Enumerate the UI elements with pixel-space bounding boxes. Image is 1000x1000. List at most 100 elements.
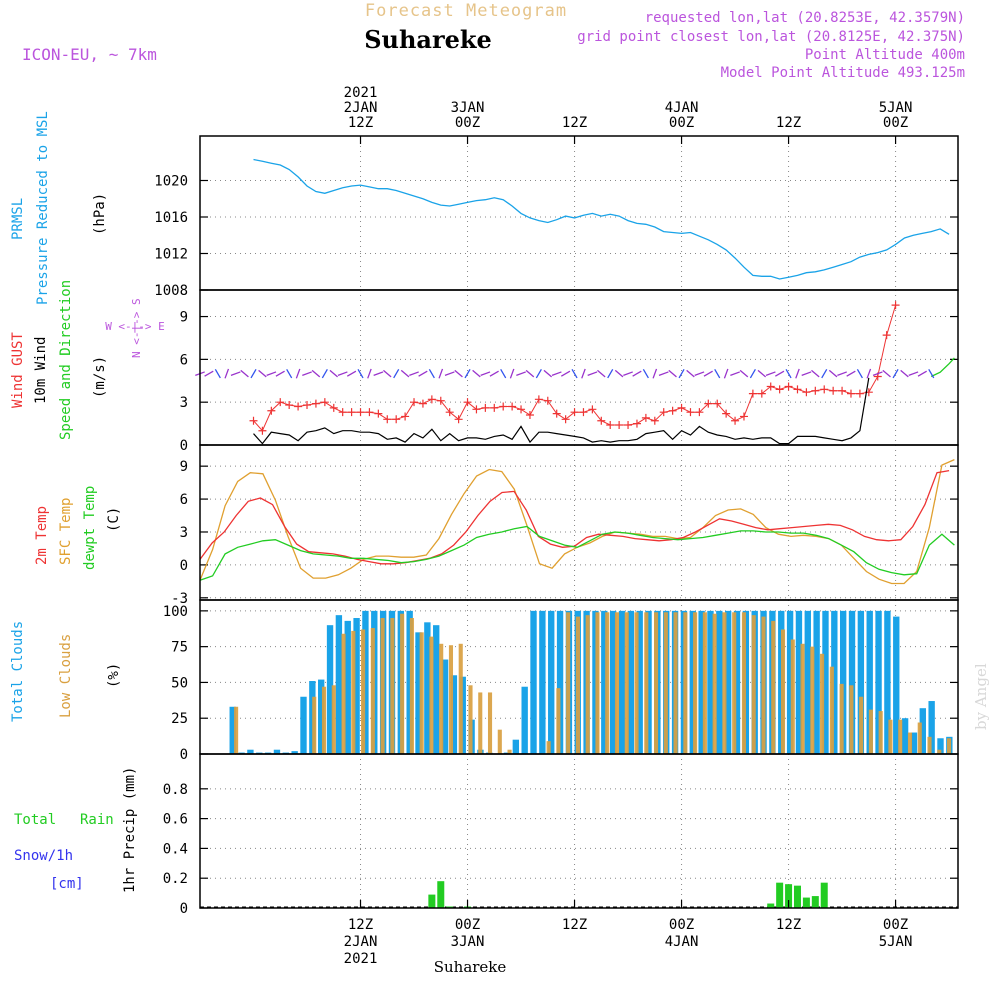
wind-arrow: [428, 368, 435, 379]
low-cloud-bar: [409, 618, 414, 754]
gust-marker: [659, 408, 668, 417]
total-cloud-bar: [450, 675, 458, 754]
gust-marker: [338, 408, 347, 417]
wind-arrow: [837, 371, 847, 376]
gust-marker: [641, 413, 650, 422]
gust-marker: [311, 399, 320, 408]
temp-labels: 2m Temp SFC Temp dewpt Temp (C): [34, 486, 122, 570]
gust-marker: [855, 389, 864, 398]
wind-arrow: [866, 368, 872, 379]
ytick-label: 6: [180, 352, 188, 368]
total-cloud-bar: [247, 749, 254, 754]
dew-label: dewpt Temp: [82, 486, 98, 570]
wind-arrow: [795, 368, 800, 379]
total-cloud-bar: [813, 610, 820, 754]
pressure-unit: (hPa): [92, 193, 108, 235]
wind-arrow: [516, 371, 526, 376]
gust-marker: [472, 405, 481, 414]
cloud-labels: Total Clouds Low Clouds (%): [10, 621, 122, 722]
low-cloud-bar: [702, 612, 707, 754]
low-cloud-bar: [487, 692, 493, 754]
low-cloud-bar: [868, 709, 873, 754]
gust-marker: [606, 421, 615, 430]
total-cloud-bar: [415, 632, 422, 754]
gust-marker: [276, 398, 285, 407]
total-cloud-bar: [530, 610, 537, 754]
total-cloud-bar: [273, 749, 281, 754]
wind-arrow: [587, 371, 598, 376]
top-time-label: 12Z: [776, 115, 801, 131]
rain-bar: [437, 881, 445, 908]
gust-marker: [597, 416, 606, 425]
wind-arrow: [623, 371, 633, 376]
low-cloud-bar: [361, 629, 366, 754]
location-title: Suhareke: [364, 25, 492, 54]
wind-arrow: [785, 368, 792, 379]
wind-arrow: [614, 369, 624, 378]
total-cloud-bar: [548, 610, 555, 754]
total-cloud-bar: [707, 610, 714, 754]
gust-marker: [508, 402, 517, 411]
total-cloud-bar: [786, 610, 794, 754]
total-cloud-bar: [866, 610, 873, 754]
total-cloud-bar: [910, 732, 918, 754]
low-cloud-bar: [937, 749, 942, 754]
wind-arrow: [900, 369, 909, 378]
ytick-label: 1008: [154, 283, 188, 299]
ytick-label: 0: [180, 747, 188, 763]
gust-marker: [499, 402, 508, 411]
panel-frame: [199, 444, 959, 601]
wind-arrow: [367, 368, 372, 379]
low-cloud-bar: [771, 620, 776, 754]
top-time-label: 2JAN: [344, 100, 378, 116]
total-cloud-bar: [406, 610, 413, 754]
rain-label: Rain: [80, 812, 114, 828]
wind-arrow: [686, 369, 695, 378]
gust-marker: [668, 406, 677, 415]
wind-arrow: [454, 369, 463, 378]
rain-bar: [776, 882, 784, 908]
top-time-label: 2021: [344, 85, 378, 101]
gust-marker: [347, 408, 356, 417]
top-time-label: 12Z: [562, 115, 587, 131]
bottom-time-label: 4JAN: [665, 934, 699, 950]
compass-ns: N <-|-> S: [130, 298, 143, 358]
wind-arrow: [892, 368, 899, 379]
gust-marker: [436, 396, 445, 405]
ytick-label: 25: [171, 711, 188, 727]
requested-coords: requested lon,lat (20.8253E, 42.3579N): [645, 10, 965, 26]
low-cloud-bar: [331, 685, 336, 754]
gust-marker: [829, 386, 838, 395]
wind-arrow: [383, 369, 392, 378]
wind-arrow: [658, 371, 669, 376]
total-cloud-bar: [733, 610, 741, 754]
wind-arrow: [723, 368, 729, 379]
total-cloud-bar: [512, 739, 520, 754]
gust-marker: [258, 426, 267, 435]
temp-unit: (C): [106, 507, 122, 532]
wind-arrow: [703, 370, 713, 377]
temp2m-line: [199, 469, 950, 565]
gust-marker: [677, 403, 686, 412]
gust-marker: [410, 398, 419, 407]
wind-arrow: [774, 370, 785, 377]
gust-marker: [365, 408, 374, 417]
low-cloud-bar: [907, 732, 913, 754]
ytick-label: 1012: [154, 247, 188, 263]
total-cloud-bar: [291, 751, 298, 754]
total-cloud-bar: [318, 679, 325, 754]
low-cloud-bar: [927, 736, 932, 754]
low-cloud-bar: [722, 612, 727, 754]
pressure-labels: PRMSL Pressure Reduced to MSL (hPa): [10, 111, 108, 305]
low-cloud-bar: [712, 613, 717, 754]
wind-unit: (m/s): [92, 356, 108, 398]
total-cloud-bar: [300, 696, 307, 754]
wind-arrow: [321, 368, 328, 379]
low-clouds-label: Low Clouds: [58, 634, 74, 718]
compass-we: W <-|-> E: [105, 320, 165, 333]
wind-arrow: [418, 370, 428, 377]
bottom-time-label: 00Z: [669, 917, 694, 933]
low-cloud-bar: [468, 685, 473, 754]
wind-arrow: [489, 370, 499, 377]
ytick-label: -3: [171, 591, 188, 607]
